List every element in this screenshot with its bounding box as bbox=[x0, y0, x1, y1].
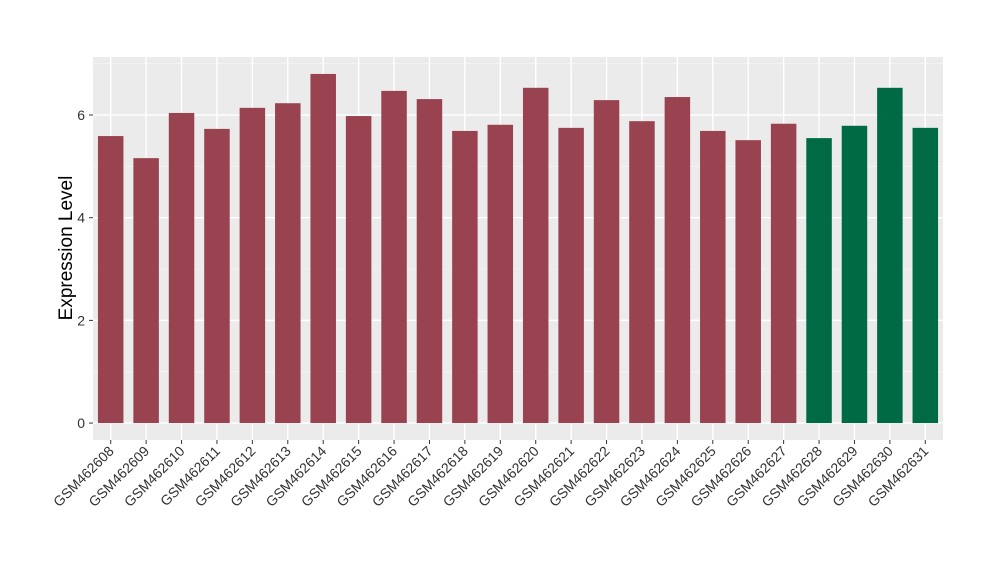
bar bbox=[877, 87, 903, 424]
bar bbox=[487, 124, 514, 424]
bar bbox=[133, 158, 159, 424]
bar bbox=[806, 138, 832, 424]
bar bbox=[345, 116, 372, 424]
bar bbox=[664, 97, 691, 424]
bar bbox=[593, 100, 620, 424]
bar bbox=[700, 130, 726, 424]
y-tick-label: 0 bbox=[77, 415, 85, 431]
bar bbox=[381, 90, 407, 424]
bar bbox=[416, 99, 443, 424]
bar bbox=[310, 73, 336, 424]
bar bbox=[275, 103, 301, 424]
bar bbox=[558, 127, 584, 424]
y-tick-label: 2 bbox=[77, 312, 85, 328]
bar bbox=[912, 127, 939, 424]
panel bbox=[93, 57, 943, 440]
bar bbox=[168, 112, 195, 424]
bar bbox=[841, 125, 868, 424]
bar bbox=[204, 128, 230, 424]
y-tick-label: 4 bbox=[77, 210, 85, 226]
bar bbox=[735, 140, 761, 424]
bar bbox=[452, 130, 478, 424]
bar bbox=[239, 107, 266, 424]
bar bbox=[629, 121, 655, 424]
bar bbox=[770, 123, 797, 424]
y-axis-label: Expression Level bbox=[56, 176, 77, 321]
bar bbox=[522, 87, 549, 424]
y-tick-label: 6 bbox=[77, 107, 85, 123]
bar bbox=[97, 136, 124, 424]
